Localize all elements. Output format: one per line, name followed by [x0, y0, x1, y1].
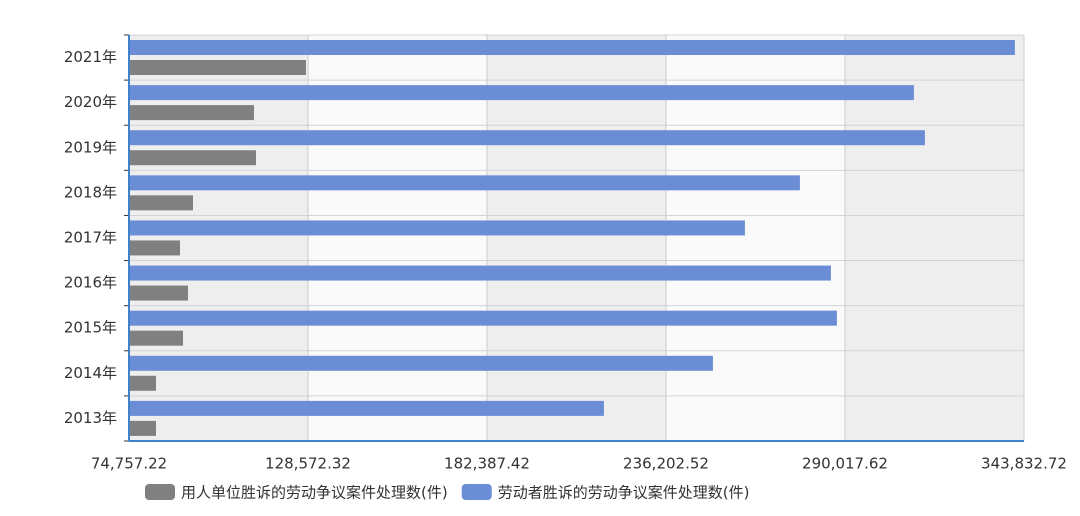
legend-swatch	[145, 484, 175, 500]
x-tick-label: 128,572.32	[265, 455, 351, 473]
bar	[129, 265, 831, 281]
legend-label: 用人单位胜诉的劳动争议案件处理数(件)	[181, 484, 448, 502]
y-tick-label: 2014年	[64, 364, 117, 382]
y-tick-label: 2021年	[64, 48, 117, 66]
x-tick-label: 74,757.22	[91, 455, 167, 473]
split-area	[129, 35, 308, 441]
bar	[129, 355, 713, 371]
x-tick-label: 182,387.42	[444, 455, 530, 473]
y-tick-label: 2013年	[64, 409, 117, 427]
y-tick-label: 2016年	[64, 274, 117, 292]
bar	[129, 175, 800, 191]
bar	[129, 130, 925, 146]
legend-label: 劳动者胜诉的劳动争议案件处理数(件)	[498, 484, 750, 502]
x-tick-label: 236,202.52	[623, 455, 709, 473]
x-tick-label: 290,017.62	[802, 455, 888, 473]
bar	[129, 60, 306, 75]
y-tick-label: 2015年	[64, 319, 117, 337]
bar	[129, 285, 188, 301]
bar	[129, 195, 193, 211]
bar	[129, 330, 183, 346]
bar	[129, 420, 156, 436]
y-tick-label: 2020年	[64, 93, 117, 111]
bar	[129, 150, 256, 166]
split-area	[487, 35, 666, 441]
bar	[129, 375, 156, 391]
y-tick-label: 2018年	[64, 183, 117, 201]
split-area	[308, 35, 487, 441]
bar	[129, 40, 1015, 55]
y-tick-label: 2019年	[64, 138, 117, 156]
y-tick-label: 2017年	[64, 229, 117, 247]
legend-swatch	[461, 484, 492, 500]
bar	[129, 105, 254, 121]
split-area	[666, 35, 845, 441]
x-tick-label: 343,832.72	[981, 455, 1067, 473]
bar	[129, 240, 180, 256]
bar	[129, 85, 914, 101]
split-area	[845, 35, 1024, 441]
bar	[129, 400, 604, 416]
bar	[129, 310, 837, 326]
bar	[129, 220, 745, 236]
